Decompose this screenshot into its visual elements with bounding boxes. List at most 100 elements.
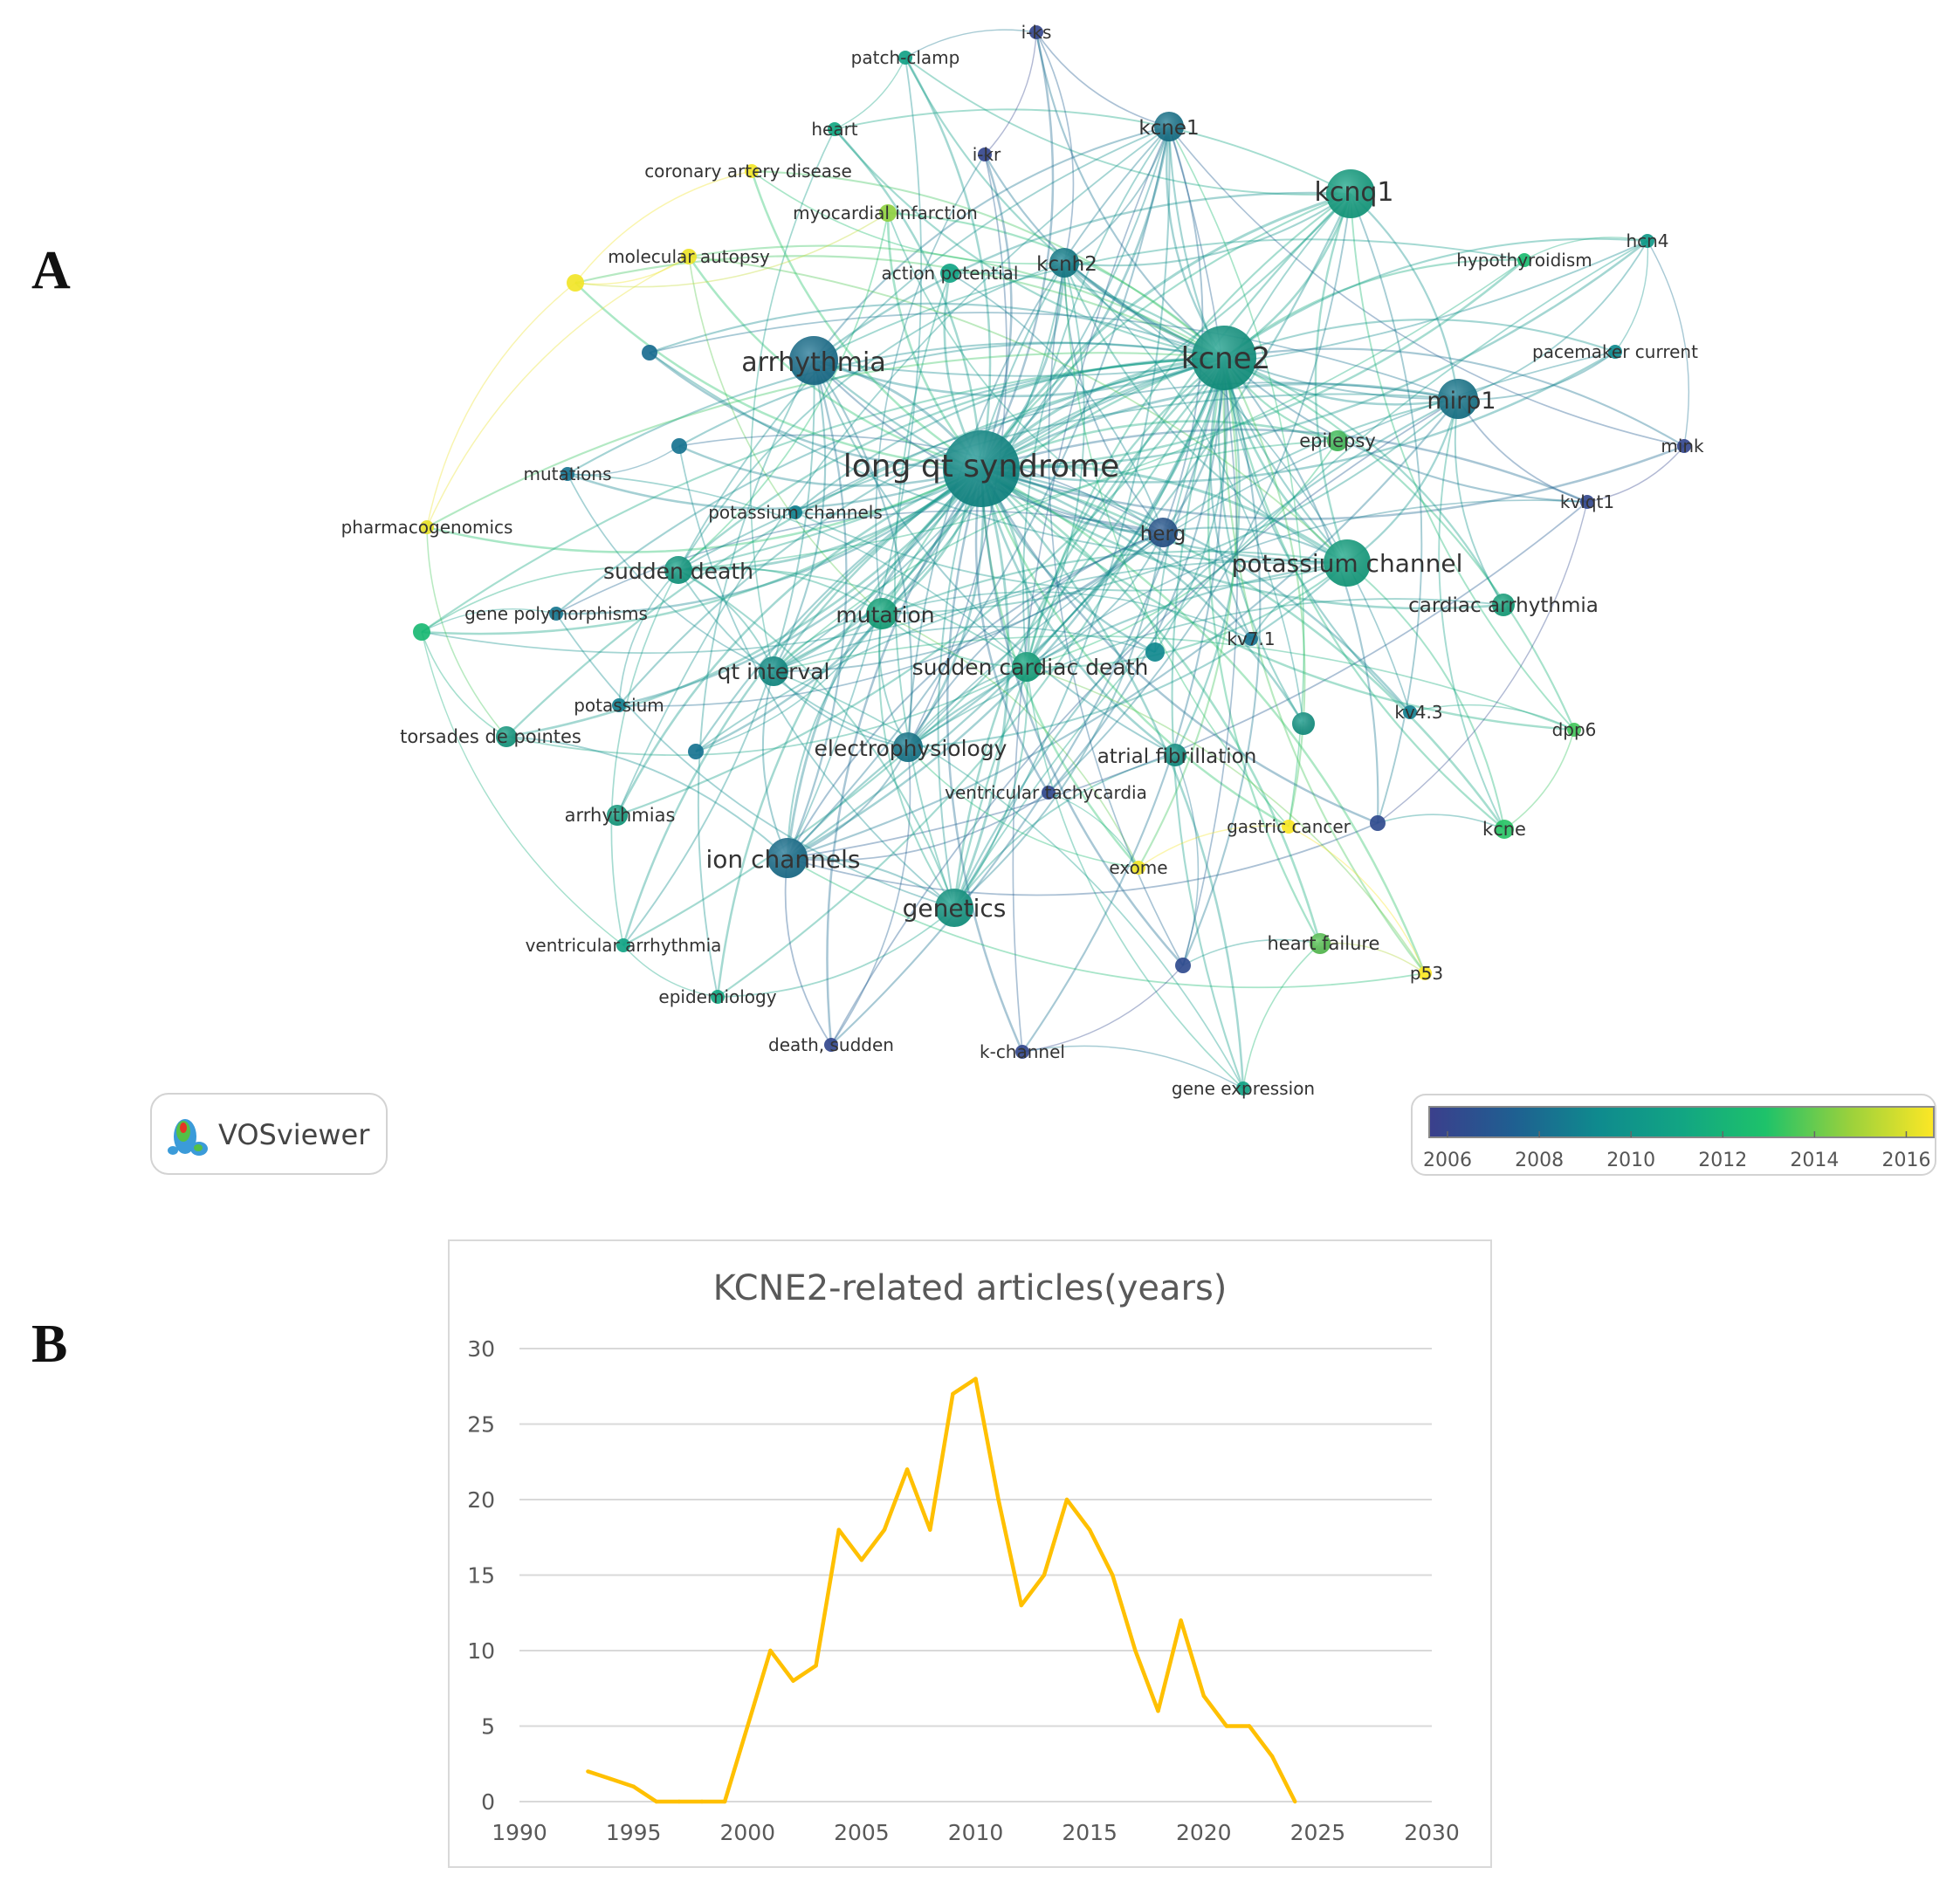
network-edge [1154,357,1228,653]
network-edge [786,613,883,859]
network-edge [677,259,1525,571]
keyword-network: long qt syndrome kcne2 arrhythmia kcnq1 pota… [341,22,1704,1099]
network-edge [953,532,1165,909]
network-edge [1063,262,1164,533]
network-edge [1409,704,1575,731]
network-edge [616,126,1170,816]
node-label-kch: k-channel [980,1041,1065,1062]
network-edge [787,857,1426,989]
node-kv71 [1244,632,1258,646]
network-edge [980,464,1348,565]
network-edge [1026,666,1244,1089]
network-edge [677,356,1225,571]
network-edge [567,473,1028,668]
node-label-epid: epidemiology [658,986,776,1007]
network-edge [1454,398,1504,606]
node-u9 [1175,958,1191,973]
node-shade [607,805,628,826]
node-label-arrhythmias: arrhythmias [565,805,676,826]
node-kvlqt1 [1580,495,1594,509]
network-edge [1350,193,1423,824]
node-label-kv71: kv7.1 [1227,628,1275,649]
node-mutations [560,467,574,481]
node-kcne [1495,820,1514,839]
node-label-kcne: kcne [1482,819,1526,840]
node-label-tdp: torsades de pointes [400,726,581,747]
network-edge [1138,357,1239,869]
line-chart: KCNE2-related articles(years) 0510152025… [448,1239,1492,1868]
network-edge [787,357,1226,860]
colorbar-ticks: 2006 2008 2010 2012 2014 2016 [1423,1131,1930,1171]
node-mink [1677,439,1691,453]
network-edge [907,357,1226,749]
network-edge [980,468,1289,828]
node-label-exome: exome [1109,857,1167,878]
network-edge [980,154,1013,470]
node-label-actpot: action potential [882,263,1019,284]
network-edge [717,907,955,998]
node-myoinf [879,204,897,222]
node-u7 [1145,642,1165,662]
network-edge [426,282,576,528]
colorbar-tick-label: 2012 [1698,1150,1747,1171]
node-label-mirp1: mirp1 [1427,388,1496,415]
data-point [699,1799,705,1804]
node-iks [1029,25,1043,39]
vosviewer-badge: VOSviewer [150,1093,388,1175]
network-edge [688,256,883,615]
node-kv43 [1403,705,1417,719]
network-edge [907,351,1616,748]
network-edge [618,532,1164,707]
network-edge [1035,31,1225,359]
network-edge [786,467,982,859]
network-edge [1314,193,1352,564]
data-point [586,1769,590,1774]
network-edge [980,467,1506,830]
data-point [1042,1573,1047,1577]
node-label-p53: p53 [1410,963,1443,984]
network-edge [695,613,883,752]
node-shade [789,336,838,385]
network-edge [952,468,1010,909]
network-edge [787,792,1049,862]
network-edge [773,670,909,748]
data-point [973,1377,978,1381]
node-label-pace: pacemaker current [1532,341,1698,362]
network-edge [980,468,1184,966]
network-edge [980,468,1575,731]
network-edge [980,259,1525,470]
network-edge [677,393,1459,571]
network-edge [980,382,1459,470]
network-edge [1162,126,1204,533]
network-edge [980,31,1055,470]
node-ventarr [616,938,630,952]
node-label-ventarr: ventricular arrhythmia [526,935,722,956]
node-u1 [567,274,584,292]
network-edge [974,468,1050,793]
y-tick-label: 25 [467,1412,495,1438]
series-line [587,1377,1297,1804]
network-edge [794,381,1459,513]
network-edge [1026,499,1588,668]
network-edge [787,501,1588,859]
network-edge [678,445,955,909]
node-label-kv43: kv4.3 [1394,702,1442,723]
network-edge [649,302,1225,360]
network-edge [1223,237,1648,359]
node-label-kcne1: kcne1 [1138,117,1199,140]
network-edge [1223,357,1575,731]
y-tick-label: 5 [481,1714,495,1740]
data-point [1133,1648,1138,1653]
network-edge [1222,357,1411,713]
network-edge [677,262,1065,571]
network-edge [1063,262,1411,713]
node-label-epilepsy: epilepsy [1299,430,1376,451]
node-shade [1327,430,1348,451]
network-edge [953,126,1171,909]
network-edge [1021,965,1184,1053]
node-label-gastric: gastric cancer [1227,816,1351,837]
node-label-afib: atrial fibrillation [1097,745,1257,768]
node-shade [935,889,973,927]
node-label-qti: qt interval [718,659,830,684]
network-edge [773,550,1348,672]
